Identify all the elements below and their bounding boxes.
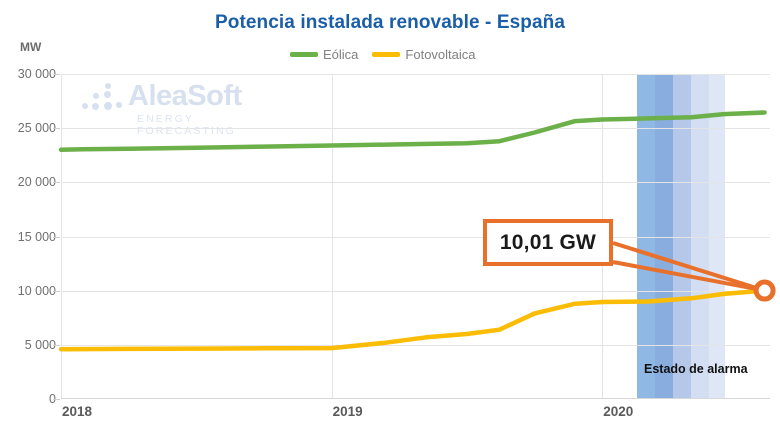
alarm-region-label: Estado de alarma	[644, 362, 748, 376]
y-tick-mark-15000	[53, 236, 60, 238]
gridline-25000	[61, 128, 770, 130]
series-line-eólica	[58, 110, 767, 153]
legend-swatch-fotovoltaica	[372, 52, 401, 57]
x-gridline-2019	[331, 74, 333, 399]
y-axis-unit-label: MW	[20, 40, 42, 54]
legend-swatch-eolica	[290, 52, 318, 57]
x-tick-label-2019: 2019	[332, 404, 363, 419]
y-tick-label-20000: 20 000	[17, 175, 56, 190]
y-tick-mark-0	[53, 399, 60, 400]
y-tick-label-15000: 15 000	[17, 229, 56, 244]
x-tick-label-2018: 2018	[61, 404, 93, 419]
series-line-fotovoltaica	[58, 288, 767, 352]
y-axis-tick-labels: 0 5 000 10 000 15 000 20 000 25 000 30 000	[0, 67, 56, 406]
y-tick-mark-10000	[53, 290, 60, 292]
y-tick-label-25000: 25 000	[17, 121, 56, 136]
gridline-20000	[61, 182, 770, 184]
callout-leader-line-2	[612, 260, 765, 293]
legend-label-eolica: Eólica	[323, 47, 359, 62]
legend-item-fotovoltaica[interactable]: Fotovoltaica	[372, 47, 476, 62]
gridline-15000	[61, 236, 770, 238]
y-tick-label-30000: 30 000	[17, 67, 56, 81]
y-tick-label-0: 0	[0, 392, 56, 406]
x-axis-baseline	[61, 398, 770, 399]
annotation-endpoint-marker[interactable]	[753, 279, 776, 302]
gridline-5000	[61, 344, 770, 346]
chart-title: Potencia instalada renovable - España	[214, 12, 566, 33]
x-tick-label-2020: 2020	[603, 404, 634, 419]
y-tick-mark-30000	[53, 74, 60, 75]
legend-item-eolica[interactable]: Eólica	[290, 48, 358, 61]
y-tick-mark-25000	[53, 128, 60, 130]
gridline-30000	[61, 74, 770, 75]
chart-legend: Eólica Fotovoltaica	[290, 48, 476, 61]
y-tick-label-5000: 5 000	[24, 337, 56, 352]
gridline-10000	[61, 290, 770, 292]
y-tick-mark-5000	[53, 344, 60, 346]
plot-area: Estado de alarma	[53, 74, 770, 400]
annotation-callout[interactable]: 10,01 GW	[483, 219, 613, 266]
x-gridline-2018	[61, 74, 62, 399]
y-tick-mark-20000	[53, 182, 60, 184]
annotation-callout-label: 10,01 GW	[499, 230, 597, 254]
callout-leader-line-1	[612, 241, 766, 293]
legend-label-fotovoltaica: Fotovoltaica	[405, 47, 476, 62]
y-tick-label-10000: 10 000	[17, 283, 56, 298]
